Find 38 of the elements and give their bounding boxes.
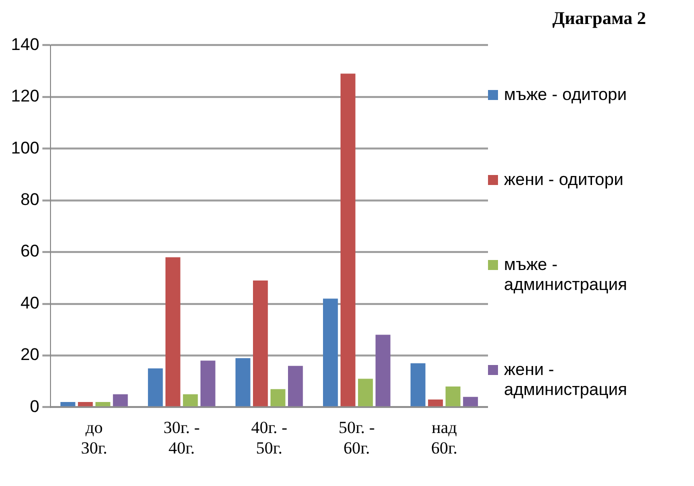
- bar: [60, 402, 76, 406]
- x-tick-label: 50г. - 60г.: [338, 418, 376, 458]
- legend-label: мъже - администрация: [504, 254, 628, 294]
- bar: [270, 389, 286, 406]
- x-tick-label: до 30г.: [80, 418, 108, 458]
- legend-label: жени - одитори: [504, 170, 624, 190]
- bar: [78, 402, 93, 406]
- bar: [358, 378, 373, 406]
- bar: [463, 396, 478, 406]
- bar: [446, 386, 460, 406]
- y-tick-label: 20: [20, 345, 40, 364]
- y-tick-label: 140: [10, 34, 40, 54]
- bar: [323, 298, 338, 406]
- bar: [340, 74, 356, 406]
- y-tick-label: 100: [10, 138, 40, 158]
- y-tick-label: 80: [20, 190, 40, 210]
- bar: [148, 368, 163, 406]
- bar: [376, 334, 390, 406]
- bar: [252, 280, 268, 406]
- bar: [200, 360, 216, 406]
- bar: [165, 257, 180, 406]
- x-tick-label: 30г. - 40г.: [164, 418, 200, 458]
- text: Диаграма 2: [551, 8, 647, 30]
- bar: [428, 399, 443, 406]
- bar: [95, 402, 110, 406]
- y-tick-label: 60: [20, 242, 40, 261]
- bar: [112, 394, 128, 406]
- x-tick-label: над 60г.: [431, 418, 458, 458]
- bar: [288, 366, 303, 406]
- y-tick-label: 0: [30, 396, 40, 416]
- legend-label: мъже - одитори: [504, 84, 627, 104]
- bar: [182, 394, 198, 406]
- legend-label: жени - администрация: [504, 360, 628, 400]
- bar: [235, 358, 250, 406]
- bar: [410, 363, 426, 406]
- x-tick-label: 40г. - 50г.: [251, 418, 288, 458]
- y-tick-label: 40: [20, 293, 40, 312]
- y-tick-label: 120: [10, 86, 40, 106]
